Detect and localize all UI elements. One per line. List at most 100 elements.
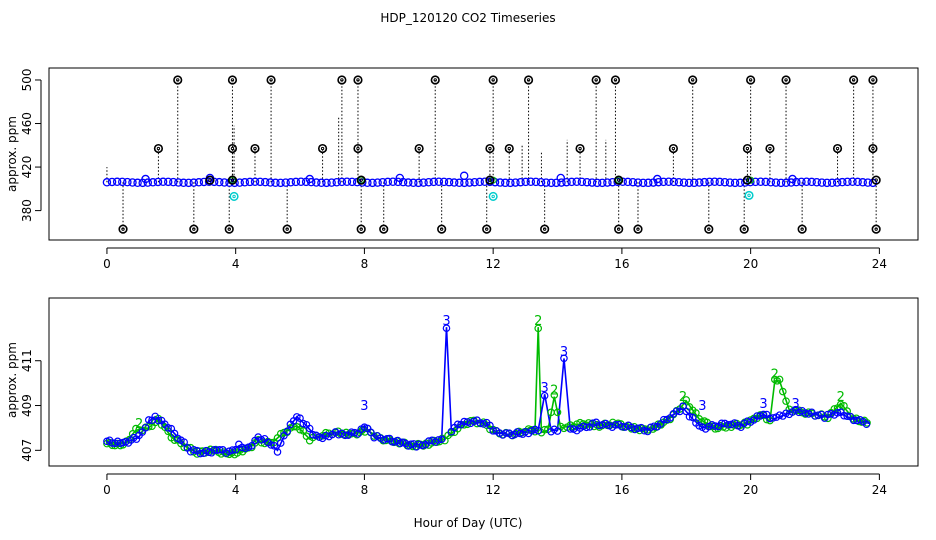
main-point	[781, 178, 791, 188]
x-tick-label: 16	[614, 483, 629, 497]
outlier-point	[379, 224, 389, 234]
series-3-point	[144, 416, 153, 424]
main-point	[342, 177, 352, 187]
flag-point-core	[491, 194, 495, 199]
main-point	[322, 178, 331, 188]
x-tick-label: 0	[103, 483, 111, 497]
series-2-point	[840, 401, 848, 410]
series-3-point	[442, 324, 451, 332]
main-point	[199, 177, 209, 187]
series-3-label: 3	[560, 345, 568, 360]
main-point	[409, 178, 418, 188]
outlier-point-core	[507, 146, 511, 151]
outlier-point-core	[253, 146, 257, 151]
main-point	[710, 177, 719, 187]
series-2-label: 2	[550, 383, 558, 398]
main-point	[403, 178, 413, 187]
main-point	[429, 177, 439, 187]
main-point	[557, 178, 566, 187]
outlier-point	[739, 224, 749, 234]
outlier-point-core	[768, 146, 772, 151]
series-3-point	[553, 427, 562, 435]
main-point	[766, 177, 776, 187]
series-3-point	[672, 407, 681, 415]
outlier-point	[317, 143, 328, 154]
main-point	[501, 178, 510, 188]
outlier-point	[575, 143, 585, 154]
outlier-point-core	[874, 227, 878, 231]
main-point	[424, 177, 433, 187]
series-2-point	[553, 408, 562, 417]
series-2-point	[682, 396, 691, 404]
outlier-point	[153, 143, 164, 154]
series-3-label: 3	[759, 397, 767, 412]
main-point	[332, 178, 341, 187]
main-bump-point	[141, 174, 150, 184]
outlier-point	[356, 224, 366, 234]
outlier-point	[485, 143, 495, 154]
top-panel: 0 4 8 12 16 20 24 380 420 460 500 approx. ppm	[5, 67, 919, 271]
main-point	[526, 177, 536, 187]
series-3-point	[276, 439, 285, 447]
main-point	[802, 177, 811, 187]
main-point	[296, 177, 306, 187]
main-point	[587, 178, 597, 187]
main-point	[817, 178, 827, 187]
series-3-label: 3	[442, 314, 450, 329]
main-bump-point	[395, 173, 405, 183]
main-point	[245, 177, 255, 187]
main-point	[689, 178, 699, 188]
main-point	[812, 178, 822, 187]
outlier-point	[224, 224, 234, 234]
main-point	[163, 177, 173, 187]
main-point	[638, 178, 648, 188]
main-point	[858, 178, 867, 187]
flag-point	[488, 191, 498, 202]
y-tick-label: 500	[20, 69, 34, 92]
main-bump-point	[305, 174, 314, 184]
outlier-point	[353, 143, 363, 154]
series-3-point	[833, 409, 842, 417]
outlier-point	[437, 224, 447, 234]
outlier-point	[832, 143, 843, 154]
main-point	[465, 178, 474, 187]
main-point	[347, 177, 357, 187]
main-point	[215, 177, 224, 187]
main-point	[863, 178, 873, 187]
outlier-point	[205, 175, 215, 185]
outlier-point-core	[433, 78, 437, 82]
main-point	[260, 177, 270, 187]
series-3-point	[685, 412, 694, 421]
outlier-point-core	[320, 146, 325, 151]
main-point	[679, 178, 689, 187]
outlier-point	[742, 143, 753, 154]
main-point	[536, 177, 546, 187]
outlier-point-core	[616, 178, 621, 182]
main-point	[797, 177, 806, 187]
series-2-point	[299, 427, 308, 435]
y-axis-label: approx. ppm	[5, 342, 19, 418]
main-point	[843, 177, 852, 187]
main-point	[317, 178, 326, 188]
series-2-point	[534, 324, 543, 333]
outlier-point	[488, 75, 498, 85]
outlier-point-core	[691, 78, 695, 82]
outlier-point-core	[578, 146, 582, 151]
outlier-point-core	[526, 78, 531, 82]
series-3-label: 3	[698, 399, 706, 414]
series-3-point	[769, 414, 777, 422]
x-tick-label: 24	[872, 483, 887, 497]
outlier-point	[765, 143, 775, 154]
outlier-point	[482, 224, 492, 234]
series-3-point	[534, 426, 543, 435]
outlier-point-core	[745, 178, 750, 182]
main-point	[475, 177, 484, 187]
outlier-point-core	[748, 78, 753, 82]
series-3-point	[190, 446, 198, 454]
main-point	[684, 178, 694, 188]
series-3-point	[270, 441, 279, 450]
outlier-point	[430, 75, 440, 85]
main-point	[807, 177, 816, 187]
main-point	[470, 177, 479, 187]
series-3-point	[350, 428, 359, 437]
